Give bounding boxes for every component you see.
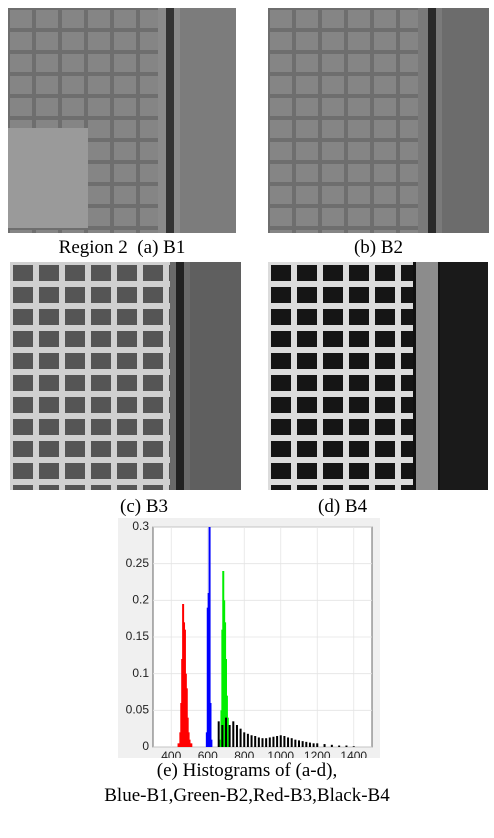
y-tick-label: 0: [142, 739, 149, 753]
histogram-bar: [221, 725, 224, 747]
caption-c: (c) B3: [120, 496, 169, 517]
histogram-bar: [345, 745, 348, 747]
histogram-bar: [235, 725, 238, 747]
histogram-bar: [228, 725, 231, 747]
histogram-bar: [246, 733, 249, 747]
histogram-bar: [272, 736, 275, 747]
histogram-bar: [261, 738, 264, 747]
y-tick-label: 0.15: [126, 629, 150, 643]
image-b4: [268, 262, 488, 490]
histogram-bar: [294, 739, 297, 747]
caption-b: (b) B2: [353, 237, 404, 258]
histogram-bar: [316, 743, 319, 747]
histogram-bar: [312, 743, 315, 747]
caption-e-line2: Blue-B1,Green-B2,Red-B3,Black-B4: [104, 785, 390, 806]
histogram-bar: [208, 527, 211, 747]
histogram-chart: 0 0.05 0.1 0.15 0.2 0.25 0.3 400 600 800 1000 1200 1…: [118, 518, 380, 758]
x-tick-label: 1400: [340, 749, 367, 758]
caption-e-line1: (e) Histograms of (a-d),: [156, 760, 338, 781]
x-tick-label: 1200: [304, 749, 331, 758]
histogram-bar: [210, 739, 213, 747]
histogram-bar: [217, 721, 220, 747]
image-b1: [8, 8, 236, 233]
y-tick-label: 0.1: [132, 666, 149, 680]
x-tick-label: 1000: [267, 749, 294, 758]
histogram-bar: [257, 737, 260, 747]
histogram-bar: [276, 736, 279, 747]
histogram-bar: [225, 717, 227, 747]
caption-a: Region 2 (a) B1: [58, 237, 186, 258]
histogram-bar: [301, 741, 304, 747]
y-tick-label: 0.25: [126, 556, 150, 570]
histogram-bar: [287, 737, 290, 747]
histogram-bar: [232, 721, 235, 747]
histogram-bar: [323, 744, 326, 747]
caption-d: (d) B4: [318, 496, 368, 517]
histogram-bar: [188, 739, 191, 747]
histogram-bar: [254, 736, 257, 747]
y-tick-label: 0.05: [126, 703, 150, 717]
histogram-bar: [305, 741, 308, 747]
y-tick-label: 0.3: [132, 519, 149, 533]
x-tick-label: 800: [234, 749, 254, 758]
histogram-bar: [187, 732, 190, 747]
histogram-bar: [268, 737, 271, 747]
histogram-bar: [250, 735, 253, 747]
x-tick-label: 400: [161, 749, 181, 758]
histogram-bar: [338, 745, 341, 747]
histogram-bar: [209, 703, 212, 747]
histogram-bar: [298, 740, 300, 747]
histogram-bar: [265, 738, 268, 747]
histogram-bar: [239, 728, 242, 747]
histogram-bar: [177, 743, 180, 747]
histogram-bar: [290, 738, 293, 747]
histogram-bar: [283, 736, 286, 747]
y-tick-label: 0.2: [132, 593, 149, 607]
histogram-bar: [185, 688, 188, 747]
histogram-bar: [243, 732, 246, 747]
histogram-bar: [226, 717, 229, 747]
histogram-bar: [330, 744, 333, 747]
histogram-bar: [308, 742, 311, 747]
x-tick-label: 600: [198, 749, 218, 758]
histogram-bar: [190, 743, 193, 747]
histogram-bar: [352, 746, 355, 747]
image-b2: [268, 8, 489, 233]
histogram-bar: [279, 735, 282, 747]
image-b3: [10, 262, 241, 490]
